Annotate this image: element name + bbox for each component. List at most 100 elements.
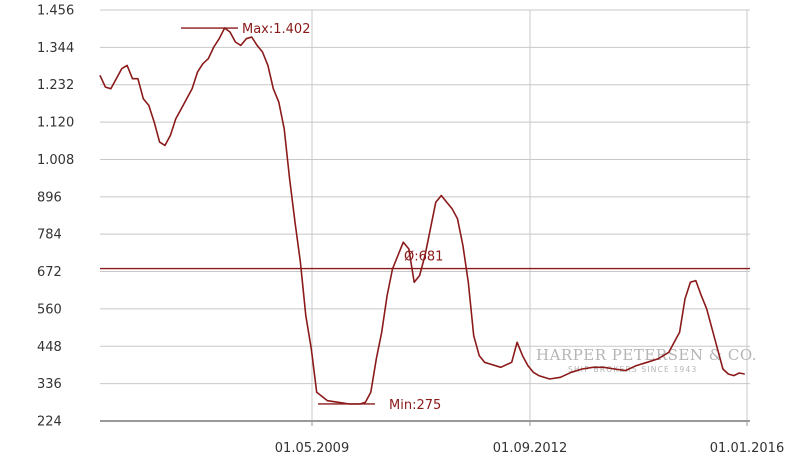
data-point xyxy=(706,308,708,310)
data-point xyxy=(522,355,523,356)
data-point xyxy=(148,105,150,106)
y-tick-label: 1.008 xyxy=(37,153,74,168)
data-point xyxy=(175,118,177,120)
data-point xyxy=(430,228,431,230)
data-point xyxy=(738,372,740,374)
data-point xyxy=(278,101,280,103)
data-point xyxy=(690,281,691,283)
data-point xyxy=(549,378,550,380)
data-point xyxy=(744,373,745,375)
x-tick-label: 01.01.2016 xyxy=(710,441,784,455)
data-point xyxy=(289,178,290,180)
data-point xyxy=(560,376,561,378)
data-point xyxy=(235,41,236,43)
data-point xyxy=(327,400,328,402)
data-point xyxy=(105,86,106,88)
data-point xyxy=(478,355,480,356)
data-point xyxy=(191,88,193,90)
data-point xyxy=(679,331,680,333)
data-point xyxy=(440,195,442,196)
data-point xyxy=(137,78,139,80)
data-point xyxy=(451,208,453,210)
data-point xyxy=(500,366,502,368)
data-point xyxy=(668,351,670,353)
x-tick-label: 01.09.2012 xyxy=(493,441,567,455)
y-tick-label: 448 xyxy=(37,340,62,355)
data-point xyxy=(153,121,155,123)
data-point xyxy=(251,36,253,38)
y-tick-label: 560 xyxy=(37,302,62,317)
grid xyxy=(100,9,750,421)
average-label: Ø:681 xyxy=(404,250,443,265)
data-point xyxy=(695,280,697,281)
data-point xyxy=(711,328,713,330)
data-point xyxy=(218,38,220,40)
data-point xyxy=(316,391,318,393)
watermark: HARPER PETERSEN & CO. SHIP BROKERS SINCE… xyxy=(536,346,757,374)
data-point xyxy=(229,31,231,33)
data-point xyxy=(457,218,458,220)
data-point xyxy=(657,358,659,360)
data-point xyxy=(310,348,312,350)
data-point xyxy=(581,368,583,370)
max-label: Max:1.402 xyxy=(242,22,310,37)
watermark-subtext: SHIP BROKERS SINCE 1943 xyxy=(568,365,697,374)
y-tick-label: 1.456 xyxy=(37,4,74,19)
data-point xyxy=(516,341,518,343)
data-point xyxy=(646,361,648,363)
data-point xyxy=(99,75,101,76)
data-point xyxy=(245,38,247,40)
reference-lines: Max:1.402 Min:275 Ø:681 xyxy=(100,22,750,413)
data-point xyxy=(180,108,182,110)
data-point xyxy=(473,335,475,336)
data-point xyxy=(386,295,388,296)
data-point xyxy=(197,71,198,73)
data-point xyxy=(375,358,377,360)
data-point xyxy=(614,368,615,370)
data-point xyxy=(717,348,718,350)
data-point xyxy=(462,245,464,246)
y-tick-label: 336 xyxy=(37,377,62,392)
data-point xyxy=(110,88,112,90)
data-point xyxy=(170,135,171,136)
data-point xyxy=(262,51,263,53)
data-point xyxy=(722,368,724,370)
data-point xyxy=(511,361,513,363)
data-point xyxy=(684,298,686,300)
data-point xyxy=(402,241,404,243)
data-point xyxy=(207,58,209,60)
data-point xyxy=(294,221,296,223)
data-point xyxy=(527,365,529,366)
data-point xyxy=(381,331,383,333)
y-tick-label: 1.120 xyxy=(37,116,74,131)
data-point xyxy=(267,65,269,66)
axes: 1.456 1.344 1.232 1.120 1.008 896 784 672 560 448… xyxy=(37,4,784,457)
data-point xyxy=(115,78,117,80)
data-point xyxy=(132,78,133,80)
data-point xyxy=(424,255,426,256)
data-point xyxy=(240,45,242,46)
data-point xyxy=(592,366,594,368)
data-point xyxy=(700,295,702,296)
data-point xyxy=(538,375,540,376)
x-tick-label: 01.05.2009 xyxy=(275,441,349,455)
min-label: Min:275 xyxy=(389,398,441,413)
data-point xyxy=(419,275,420,276)
data-point xyxy=(625,370,626,371)
data-point xyxy=(570,371,572,373)
data-point xyxy=(213,46,215,48)
data-point xyxy=(603,366,605,368)
y-tick-label: 224 xyxy=(37,415,62,430)
data-point xyxy=(283,128,285,130)
data-point xyxy=(272,88,274,90)
data-point xyxy=(484,361,485,363)
data-point xyxy=(305,315,307,316)
data-point xyxy=(489,363,491,365)
data-point xyxy=(365,401,366,403)
data-point xyxy=(635,365,637,366)
data-point xyxy=(121,68,123,70)
y-tick-label: 672 xyxy=(37,265,62,280)
data-point xyxy=(397,255,399,256)
